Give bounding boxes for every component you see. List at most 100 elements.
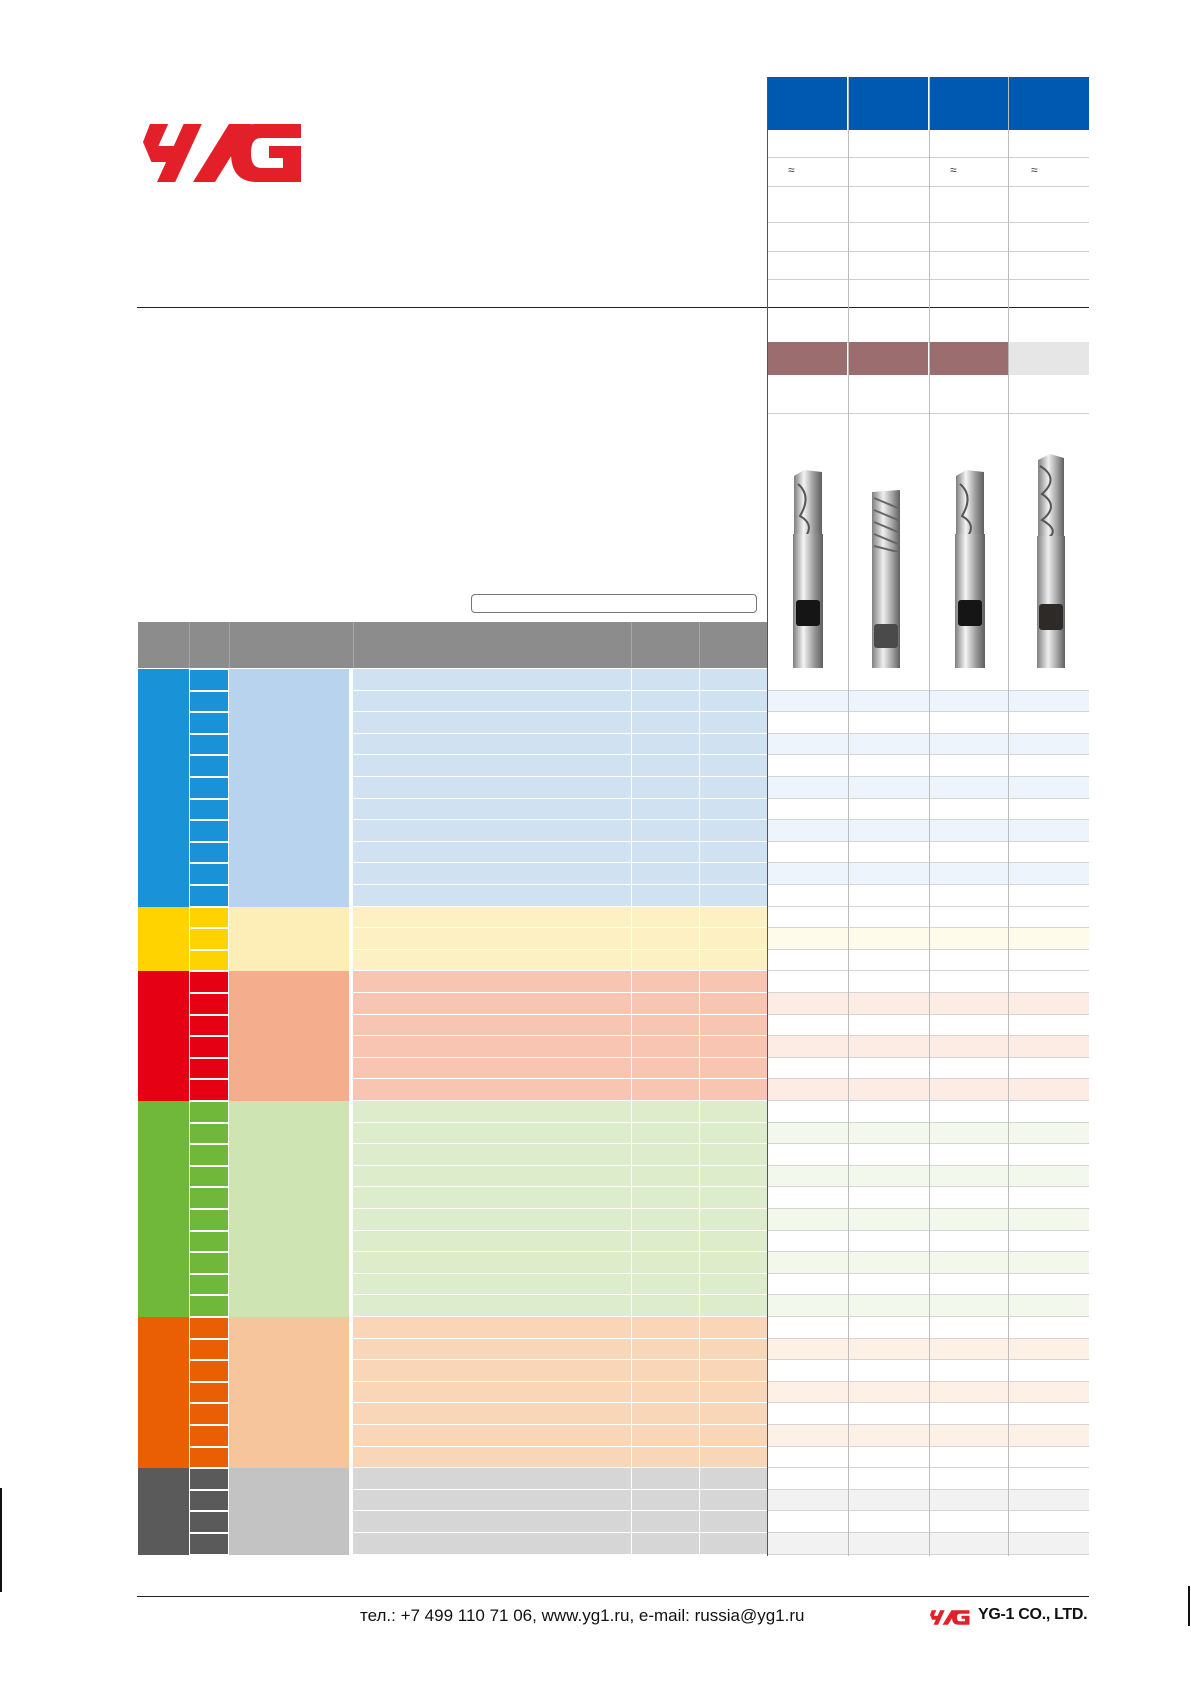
material-row-code — [190, 1404, 228, 1424]
spec-value-row — [767, 971, 1089, 993]
column-divider — [631, 1101, 632, 1317]
row-divider — [353, 1056, 767, 1058]
row-divider — [767, 992, 1089, 993]
column-divider — [631, 1317, 632, 1469]
material-row-code — [190, 1188, 228, 1208]
spec-value-row — [767, 733, 1089, 756]
column-separator — [848, 77, 849, 1556]
header-rule — [137, 307, 1089, 308]
material-row-code — [190, 1210, 228, 1230]
row-divider — [767, 711, 1089, 713]
column-divider — [699, 1101, 700, 1317]
material-row-code — [190, 994, 228, 1014]
header-separator — [353, 622, 354, 668]
spec-header-cell — [767, 77, 847, 130]
column-divider — [699, 1317, 700, 1469]
row-divider — [353, 1251, 767, 1253]
material-class-area — [229, 1101, 349, 1317]
row-divider — [353, 1445, 767, 1447]
material-row-code — [190, 972, 228, 992]
row-divider — [767, 970, 1089, 972]
row-divider — [767, 1164, 1089, 1166]
header-separator — [699, 622, 700, 668]
row-divider — [767, 1402, 1089, 1404]
material-row-code — [190, 756, 228, 776]
search-input[interactable] — [471, 594, 757, 613]
yg-small-logo — [930, 1610, 970, 1625]
spec-value-row — [767, 1468, 1089, 1490]
material-row-code — [190, 1339, 228, 1360]
row-divider — [767, 1121, 1089, 1123]
row-divider — [353, 689, 767, 691]
row-divider — [767, 840, 1089, 842]
material-subgroup-area — [353, 1317, 767, 1469]
material-class-area — [229, 669, 349, 907]
row-divider — [767, 1424, 1089, 1425]
footer-company: YG-1 CO., LTD. — [978, 1606, 1088, 1623]
header-separator — [189, 622, 190, 668]
column-divider — [349, 669, 353, 907]
material-row-code — [190, 1166, 228, 1187]
spec-value-row — [767, 1057, 1089, 1080]
row-divider — [353, 927, 767, 929]
row-divider — [353, 1208, 767, 1209]
material-class-area — [229, 1468, 349, 1555]
row-divider — [767, 1316, 1089, 1317]
material-row-code — [190, 1080, 228, 1100]
row-divider — [767, 1078, 1089, 1080]
row-divider — [353, 1337, 767, 1339]
spec-value-row — [767, 1533, 1089, 1555]
material-group-h — [138, 1468, 189, 1555]
material-subgroup-area — [353, 906, 767, 972]
material-row-code — [190, 1058, 228, 1079]
column-divider — [699, 906, 700, 972]
row-divider — [353, 1488, 767, 1490]
material-row-code — [190, 1382, 228, 1403]
spec-row-line — [767, 186, 1089, 187]
row-divider — [767, 1056, 1089, 1058]
end-mill-2-flute-image — [793, 470, 823, 668]
spec-value-row — [767, 1144, 1089, 1166]
spec-value-row — [767, 1295, 1089, 1317]
column-divider — [631, 906, 632, 972]
row-divider — [767, 1229, 1089, 1231]
end-mill-long-4-flute-image — [1037, 454, 1065, 668]
header-separator — [631, 622, 632, 668]
column-divider — [699, 1468, 700, 1555]
material-row-code — [190, 907, 228, 928]
row-divider — [353, 1186, 767, 1188]
end-mill-2-flute-image — [955, 470, 985, 668]
material-row-code — [190, 929, 228, 949]
material-row-code — [190, 886, 228, 906]
spec-value-row — [767, 669, 1089, 691]
material-row-code — [190, 1469, 228, 1489]
spec-value-row — [767, 755, 1089, 777]
row-divider — [353, 776, 767, 777]
spec-value-row — [767, 1101, 1089, 1123]
spec-value-row — [767, 1122, 1089, 1145]
spec-header-cell — [929, 77, 1008, 130]
yg-logo — [143, 124, 301, 182]
spec-header-cell — [848, 77, 928, 130]
row-divider — [353, 862, 767, 864]
row-divider — [767, 862, 1089, 864]
spec-value-row — [767, 1425, 1089, 1447]
coating-cell — [848, 342, 928, 375]
material-row-code — [190, 778, 228, 798]
spec-value-row — [767, 1381, 1089, 1404]
spec-value-row — [767, 841, 1089, 864]
approx-mark: ≈ — [788, 163, 795, 177]
row-divider — [767, 1553, 1089, 1555]
material-subgroup-area — [353, 1101, 767, 1317]
margin-mark — [1188, 1586, 1190, 1626]
material-row-code — [190, 670, 228, 690]
spec-value-row — [767, 820, 1089, 842]
material-subgroup-area — [353, 669, 767, 907]
material-row-code — [190, 1123, 228, 1144]
material-row-code — [190, 1490, 228, 1511]
spec-value-row — [767, 1511, 1089, 1533]
row-divider — [767, 1445, 1089, 1447]
material-class-area — [229, 1317, 349, 1469]
spec-value-row — [767, 798, 1089, 821]
row-divider — [767, 819, 1089, 821]
